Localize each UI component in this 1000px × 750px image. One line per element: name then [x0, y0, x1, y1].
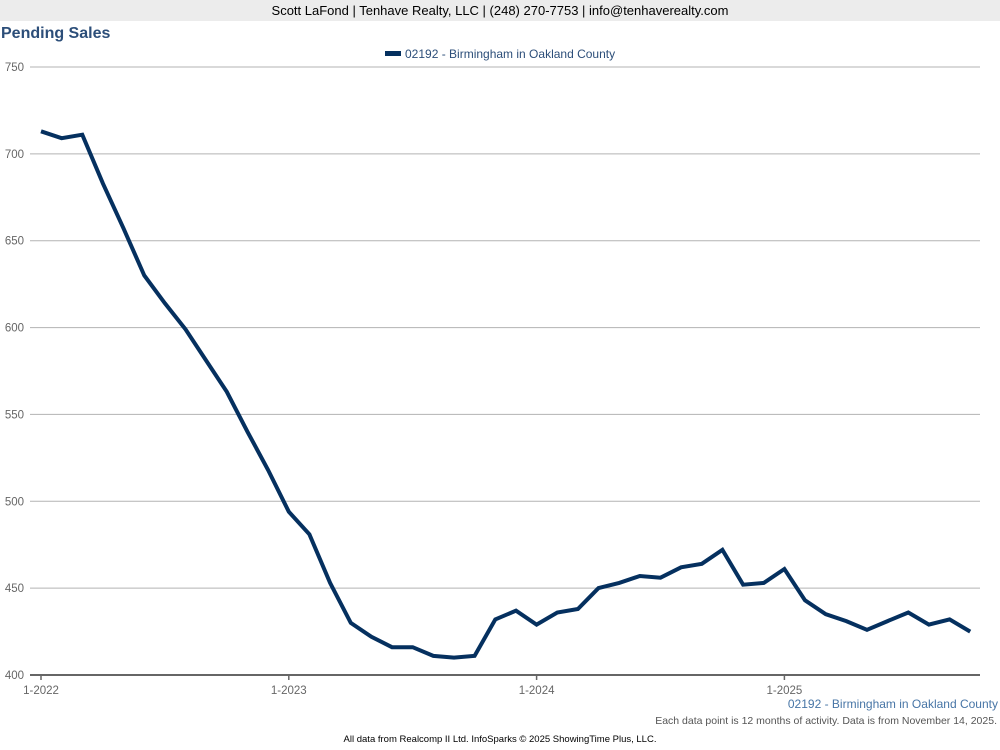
data-point[interactable] — [617, 581, 621, 585]
data-point[interactable] — [390, 645, 394, 649]
data-point[interactable] — [184, 327, 188, 331]
data-point[interactable] — [246, 430, 250, 434]
data-point[interactable] — [452, 656, 456, 660]
chart-title: Pending Sales — [1, 25, 111, 42]
x-tick-label: 1-2024 — [519, 685, 555, 697]
x-tick-label: 1-2023 — [271, 685, 307, 697]
data-point[interactable] — [535, 623, 539, 627]
y-axis-ticks: 750 700 650 600 550 500 450 400 — [5, 62, 24, 682]
x-axis: 1-2022 1-2023 1-2024 1-2025 — [23, 674, 980, 697]
data-point[interactable] — [844, 619, 848, 623]
data-point[interactable] — [927, 623, 931, 627]
footer-note: Each data point is 12 months of activity… — [655, 715, 997, 727]
data-point[interactable] — [349, 621, 353, 625]
data-point[interactable] — [782, 567, 786, 571]
data-point[interactable] — [60, 136, 64, 140]
data-point[interactable] — [163, 301, 167, 305]
data-point[interactable] — [803, 598, 807, 602]
data-point[interactable] — [80, 133, 84, 137]
data-point[interactable] — [700, 562, 704, 566]
data-point[interactable] — [659, 576, 663, 580]
data-point[interactable] — [555, 610, 559, 614]
y-tick-label: 600 — [5, 323, 24, 335]
y-tick-label: 550 — [5, 409, 24, 421]
data-point[interactable] — [225, 390, 229, 394]
contact-bar: Scott LaFond | Tenhave Realty, LLC | (24… — [0, 0, 1000, 21]
y-tick-label: 500 — [5, 496, 24, 508]
data-point[interactable] — [720, 548, 724, 552]
data-point[interactable] — [514, 609, 518, 613]
data-point[interactable] — [597, 586, 601, 590]
data-point[interactable] — [266, 468, 270, 472]
data-point[interactable] — [886, 619, 890, 623]
x-tick-label: 1-2025 — [766, 685, 802, 697]
y-tick-label: 750 — [5, 62, 24, 74]
data-point[interactable] — [307, 532, 311, 536]
data-point[interactable] — [287, 510, 291, 514]
series-line-group — [39, 129, 972, 660]
data-point[interactable] — [369, 635, 373, 639]
x-tick-label: 1-2022 — [23, 685, 59, 697]
data-point[interactable] — [824, 612, 828, 616]
data-point[interactable] — [948, 617, 952, 621]
data-credits: All data from Realcomp II Ltd. InfoSpark… — [343, 734, 657, 745]
data-point[interactable] — [968, 630, 972, 634]
data-point[interactable] — [122, 227, 126, 231]
data-point[interactable] — [431, 654, 435, 658]
data-point[interactable] — [39, 129, 43, 133]
y-tick-label: 650 — [5, 236, 24, 248]
data-point[interactable] — [638, 574, 642, 578]
data-point[interactable] — [762, 581, 766, 585]
data-point[interactable] — [493, 617, 497, 621]
data-point[interactable] — [679, 565, 683, 569]
data-point[interactable] — [576, 607, 580, 611]
data-point[interactable] — [411, 645, 415, 649]
gridlines — [30, 66, 980, 589]
data-point[interactable] — [906, 610, 910, 614]
data-point[interactable] — [101, 181, 105, 185]
footer-series-name: 02192 - Birmingham in Oakland County — [787, 697, 998, 711]
data-point[interactable] — [142, 273, 146, 277]
data-point[interactable] — [204, 359, 208, 363]
series-line — [40, 129, 972, 660]
y-tick-label: 450 — [5, 583, 24, 595]
data-point[interactable] — [328, 581, 332, 585]
legend-label: 02192 - Birmingham in Oakland County — [405, 47, 615, 61]
y-tick-label: 400 — [5, 670, 24, 682]
data-point[interactable] — [865, 628, 869, 632]
legend[interactable]: 02192 - Birmingham in Oakland County — [385, 47, 615, 61]
legend-swatch — [385, 51, 401, 56]
y-tick-label: 700 — [5, 149, 24, 161]
data-point[interactable] — [473, 654, 477, 658]
data-point[interactable] — [741, 583, 745, 587]
